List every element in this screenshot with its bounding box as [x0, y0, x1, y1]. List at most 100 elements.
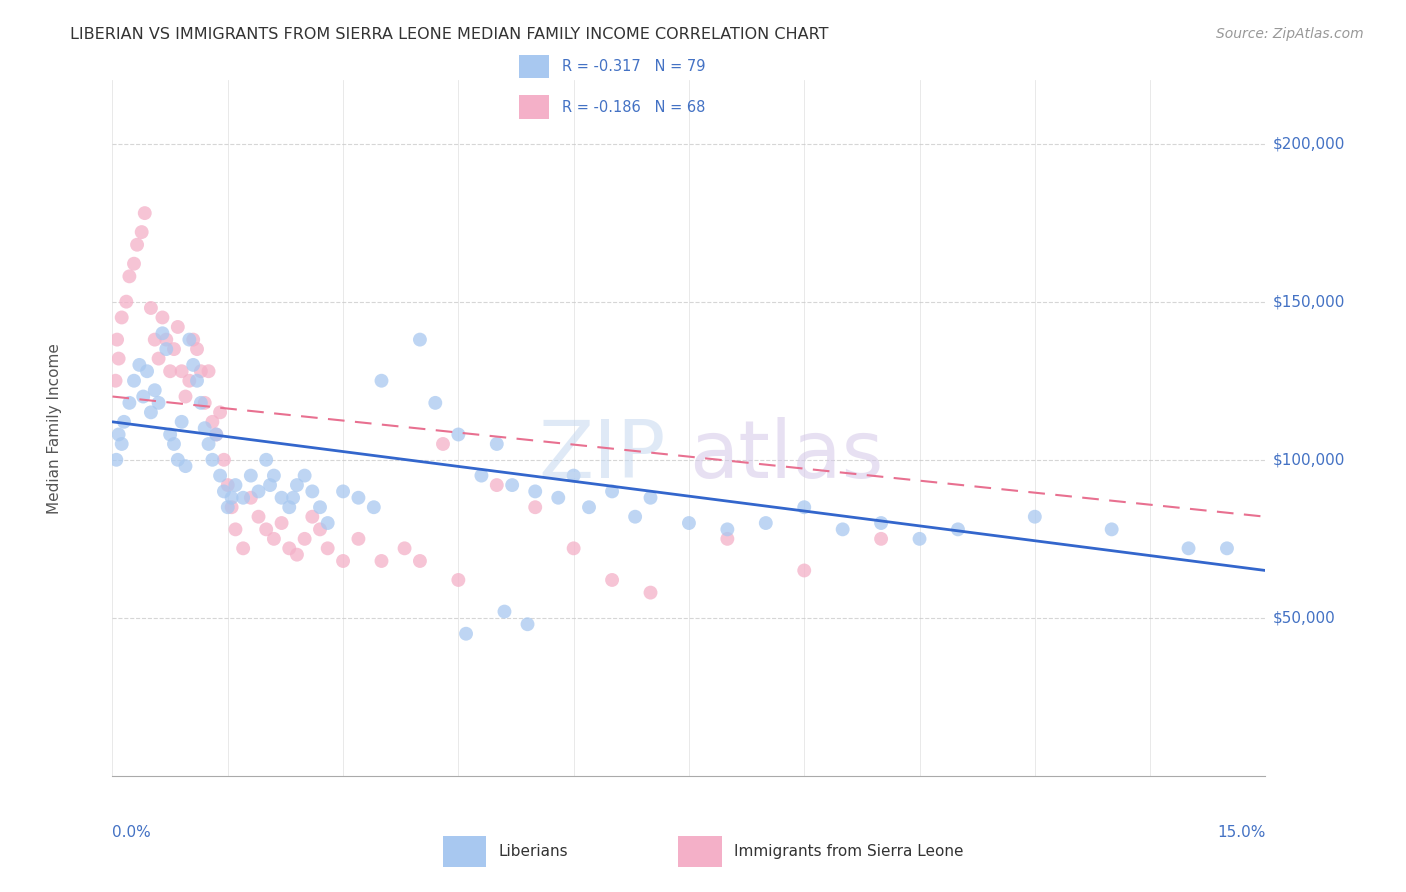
Point [485, 478, 508, 492]
Point [217, 500, 239, 515]
Point [270, 516, 292, 530]
Point [174, 390, 197, 404]
Point [159, 427, 181, 442]
Point [179, 374, 201, 388]
Point [209, 468, 232, 483]
Point [640, 585, 662, 599]
Point [547, 491, 569, 505]
Point [263, 468, 285, 483]
Point [166, 452, 188, 467]
Point [111, 310, 134, 325]
Point [163, 437, 186, 451]
Point [232, 541, 254, 556]
Point [197, 437, 219, 451]
Point [205, 427, 228, 442]
Text: R = -0.317   N = 79: R = -0.317 N = 79 [562, 59, 706, 74]
Text: Immigrants from Sierra Leone: Immigrants from Sierra Leone [734, 845, 963, 859]
Bar [519, 54, 550, 78]
Point [186, 374, 208, 388]
Point [1101, 522, 1123, 536]
Point [143, 383, 166, 397]
Text: 15.0%: 15.0% [1218, 825, 1265, 839]
Text: $150,000: $150,000 [1272, 294, 1344, 310]
Point [105, 452, 128, 467]
Point [259, 478, 281, 492]
Point [112, 415, 135, 429]
Point [562, 541, 585, 556]
Point [104, 374, 127, 388]
Point [107, 427, 129, 442]
Point [118, 396, 141, 410]
Point [232, 491, 254, 505]
Point [247, 484, 270, 499]
Point [624, 509, 647, 524]
Point [332, 484, 354, 499]
Point [432, 437, 454, 451]
Point [370, 374, 392, 388]
Point [128, 358, 150, 372]
Point [194, 421, 217, 435]
Point [111, 437, 134, 451]
Text: Median Family Income: Median Family Income [48, 343, 62, 514]
Point [224, 478, 246, 492]
Point [870, 516, 893, 530]
Text: Liberians: Liberians [499, 845, 568, 859]
Point [363, 500, 385, 515]
Point [152, 326, 174, 341]
Point [294, 468, 316, 483]
Point [485, 437, 508, 451]
Point [194, 396, 217, 410]
Point [301, 484, 323, 499]
Point [1216, 541, 1239, 556]
Point [678, 516, 700, 530]
Point [139, 301, 162, 315]
Point [640, 491, 662, 505]
Point [148, 396, 170, 410]
Point [186, 342, 208, 356]
Point [793, 500, 815, 515]
Point [155, 333, 177, 347]
Point [1177, 541, 1199, 556]
Point [316, 541, 339, 556]
Point [170, 415, 193, 429]
Point [409, 333, 432, 347]
Point [122, 374, 145, 388]
Point [143, 333, 166, 347]
Point [118, 269, 141, 284]
Point [524, 484, 547, 499]
Point [201, 452, 224, 467]
Point [946, 522, 969, 536]
Text: ZIP: ZIP [538, 417, 666, 495]
Point [1024, 509, 1046, 524]
Point [281, 491, 304, 505]
Point [181, 333, 204, 347]
Point [105, 333, 128, 347]
Text: $200,000: $200,000 [1272, 136, 1344, 151]
Point [516, 617, 538, 632]
Point [831, 522, 853, 536]
Point [131, 225, 153, 239]
Point [148, 351, 170, 366]
Point [115, 294, 138, 309]
Point [278, 541, 301, 556]
Point [294, 532, 316, 546]
Point [600, 484, 623, 499]
Point [755, 516, 778, 530]
Bar [678, 837, 721, 867]
Point [179, 333, 201, 347]
Point [908, 532, 931, 546]
Point [221, 491, 243, 505]
Point [578, 500, 600, 515]
Point [447, 427, 470, 442]
Point [212, 452, 235, 467]
Point [170, 364, 193, 378]
Text: 0.0%: 0.0% [112, 825, 152, 839]
Point [494, 605, 516, 619]
Point [152, 310, 174, 325]
Point [470, 468, 492, 483]
Point [716, 522, 738, 536]
Point [332, 554, 354, 568]
Text: Source: ZipAtlas.com: Source: ZipAtlas.com [1216, 27, 1364, 41]
Point [501, 478, 523, 492]
Text: $50,000: $50,000 [1272, 610, 1336, 625]
